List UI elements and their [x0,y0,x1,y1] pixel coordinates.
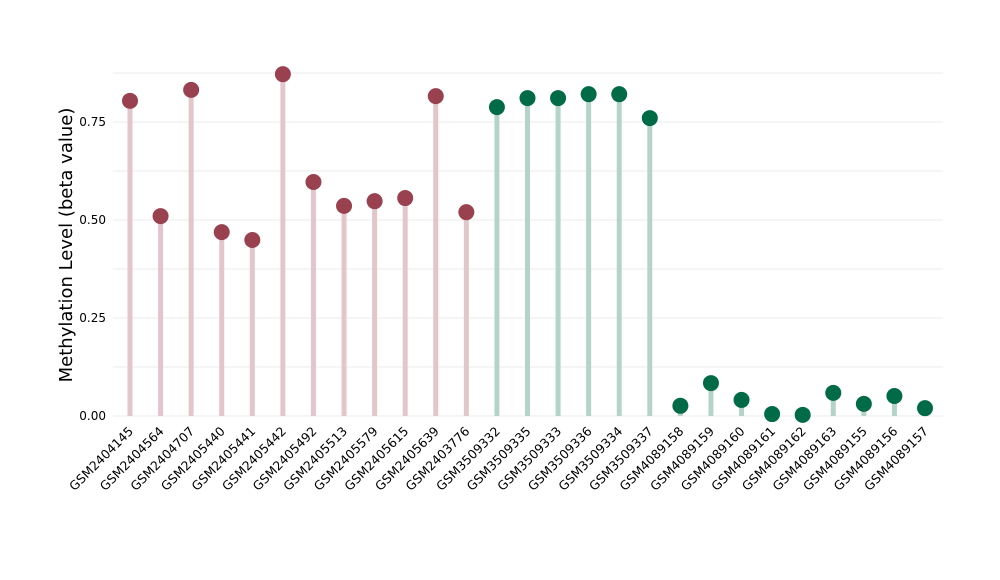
lollipop-point [336,197,353,214]
lollipop-point [702,375,719,392]
lollipop-point [213,224,230,241]
lollipop-point [152,208,169,225]
y-tick-label: 0.75 [79,115,106,129]
lollipop-point [825,384,842,401]
lollipop-point [244,231,261,248]
lollipop-point [794,406,811,423]
lollipop-point [917,400,933,417]
y-tick-label: 0.25 [79,311,106,325]
y-tick-label: 0.50 [79,213,106,227]
lollipop-point [397,190,414,207]
lollipop-point [274,66,291,83]
lollipop-point [519,90,536,107]
lollipop-point [855,395,872,412]
lollipop-point [366,193,383,210]
lollipop-point [672,397,689,414]
lollipop-point [122,92,138,109]
y-axis-ticks: 0.00 0.25 0.50 0.75 [79,115,106,423]
lollipop-point [886,388,903,405]
lollipop-point [305,173,322,190]
lollipop-point [580,86,597,103]
lollipop-point [733,391,750,408]
lollipop-point [458,204,475,221]
x-axis-ticks: GSM2404145GSM2404564GSM2404707GSM2405440… [66,423,931,493]
lollipop-point [764,406,781,423]
lollipop-point [488,99,505,116]
lollipop-point [550,90,567,107]
lollipop-point [641,110,658,127]
lollipop-point [183,81,200,98]
lollipop-point [611,86,628,103]
lollipop-point [427,88,444,105]
lollipop-marks [122,66,933,423]
y-tick-label: 0.00 [79,409,106,423]
y-axis-label: Methylation Level (beta value) [56,108,77,383]
